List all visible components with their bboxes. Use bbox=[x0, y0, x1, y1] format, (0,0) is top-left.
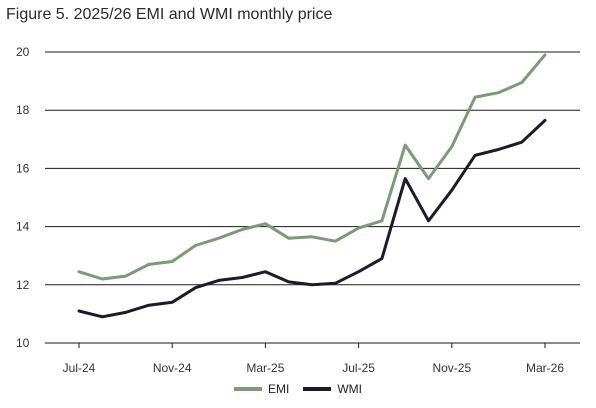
gridlines bbox=[45, 51, 580, 344]
y-tick-label: 12 bbox=[16, 278, 30, 292]
y-tick-label: 14 bbox=[16, 220, 30, 234]
legend-swatch bbox=[303, 387, 332, 391]
chart-title: Figure 5. 2025/26 EMI and WMI monthly pr… bbox=[6, 6, 333, 23]
series-line-wmi bbox=[77, 118, 547, 319]
y-tick-label: 16 bbox=[16, 161, 30, 175]
x-tick-label: Mar-25 bbox=[246, 361, 284, 375]
line-chart: 10 12 14 16 18 20 Jul-24 Nov-24 Mar-25 Jul-25 Nov… bbox=[16, 45, 580, 375]
x-tick-label: Jul-25 bbox=[342, 361, 375, 375]
y-tick-label: 20 bbox=[16, 45, 30, 59]
x-axis-ticks: Jul-24 Nov-24 Mar-25 Jul-25 Nov-25 Mar-26 bbox=[63, 343, 564, 375]
legend-item-emi: EMI bbox=[234, 382, 289, 396]
x-tick-label: Nov-25 bbox=[432, 361, 471, 375]
y-tick-label: 10 bbox=[16, 336, 30, 350]
x-tick-label: Jul-24 bbox=[63, 361, 96, 375]
legend-label: EMI bbox=[268, 382, 290, 396]
series-lines bbox=[77, 53, 547, 319]
y-axis-ticks: 10 12 14 16 18 20 bbox=[16, 45, 30, 350]
legend-item-wmi: WMI bbox=[303, 382, 362, 396]
legend-swatch bbox=[234, 387, 262, 391]
legend: EMI WMI bbox=[0, 382, 596, 396]
x-tick-label: Nov-24 bbox=[153, 361, 192, 375]
x-tick-label: Mar-26 bbox=[526, 361, 564, 375]
series-line-emi bbox=[77, 53, 547, 281]
y-tick-label: 18 bbox=[16, 103, 30, 117]
legend-label: WMI bbox=[337, 382, 362, 396]
